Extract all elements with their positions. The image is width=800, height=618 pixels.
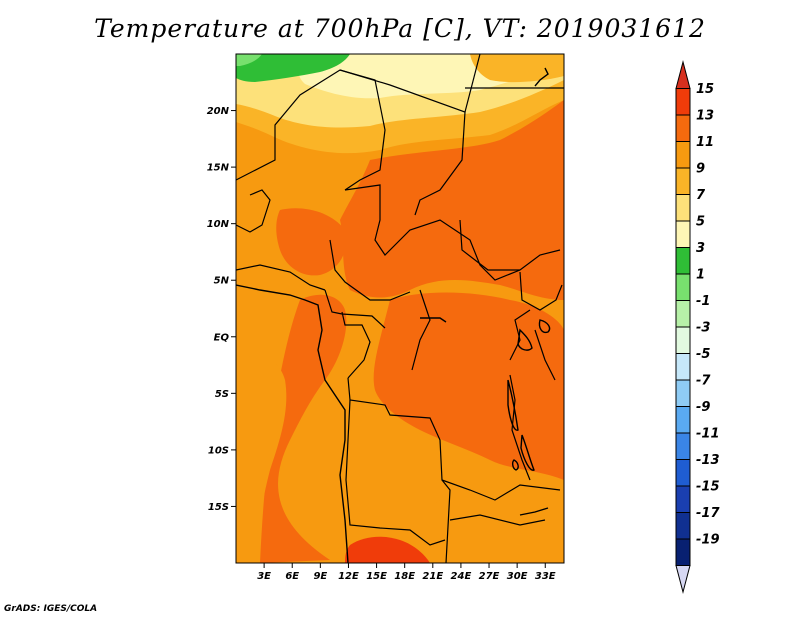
band-11-13-central bbox=[373, 292, 564, 480]
band-11-13-west bbox=[260, 294, 347, 563]
lat-tick-label: 15S bbox=[208, 502, 229, 513]
colorbar-swatch bbox=[675, 247, 691, 275]
colorbar-bottom-arrow bbox=[675, 565, 691, 594]
lon-tick-label: 27E bbox=[479, 571, 500, 582]
colorbar-label: 7 bbox=[696, 188, 706, 203]
latitude-axis: 20N 15N 10N 5N EQ 5S 10S 15S bbox=[207, 106, 236, 513]
colorbar-label: 13 bbox=[696, 109, 714, 124]
longitude-axis: 3E 6E 9E 12E 15E 18E 21E 24E 27E 30E 33E bbox=[257, 563, 556, 582]
lat-tick-label: 10S bbox=[208, 445, 229, 456]
band-11-13-west2 bbox=[276, 208, 347, 276]
lon-tick-label: 30E bbox=[507, 571, 528, 582]
map-frame bbox=[235, 53, 565, 564]
colorbar-label: 15 bbox=[696, 82, 714, 97]
colorbar-swatch bbox=[675, 273, 691, 301]
lon-tick-label: 15E bbox=[366, 571, 387, 582]
band-13-15 bbox=[345, 536, 430, 563]
colorbar-label: -17 bbox=[696, 506, 720, 521]
lon-tick-label: 24E bbox=[451, 571, 472, 582]
colorbar-swatch bbox=[675, 194, 691, 222]
colorbar-label: 5 bbox=[696, 215, 705, 230]
colorbar-label: -19 bbox=[696, 533, 720, 548]
colorbar-label: 11 bbox=[696, 135, 714, 150]
colorbar-label: -3 bbox=[696, 321, 710, 336]
temperature-field bbox=[236, 54, 564, 563]
band-11-13-north bbox=[340, 100, 564, 300]
colorbar-label: 9 bbox=[696, 162, 705, 177]
grads-credit: GrADS: IGES/COLA bbox=[4, 604, 98, 614]
lat-tick-label: EQ bbox=[214, 332, 230, 343]
colorbar-label: -7 bbox=[696, 374, 711, 389]
colorbar-swatch bbox=[675, 538, 691, 566]
lon-tick-label: 3E bbox=[257, 571, 271, 582]
colorbar-swatch bbox=[675, 379, 691, 407]
colorbar-label: -5 bbox=[696, 347, 710, 362]
lon-tick-label: 33E bbox=[535, 571, 556, 582]
lat-tick-label: 10N bbox=[207, 219, 230, 230]
lat-tick-label: 15N bbox=[207, 163, 230, 174]
colorbar-swatch bbox=[675, 432, 691, 460]
band-1-3-north bbox=[236, 54, 350, 82]
lat-tick-label: 5S bbox=[215, 389, 229, 400]
lon-tick-label: 6E bbox=[285, 571, 299, 582]
colorbar-swatch bbox=[675, 512, 691, 540]
colorbar-top-arrow bbox=[675, 60, 691, 89]
colorbar: 15 13 11 9 7 5 3 1 -1 -3 -5 -7 -9 -11 -13 -15 -17 -19 bbox=[675, 60, 720, 594]
colorbar-swatch bbox=[675, 353, 691, 381]
colorbar-label: -13 bbox=[696, 453, 720, 468]
map-title: Temperature at 700hPa [C], VT: 201903161… bbox=[94, 14, 706, 43]
lon-tick-label: 9E bbox=[313, 571, 327, 582]
colorbar-swatch bbox=[675, 300, 691, 328]
colorbar-swatch bbox=[675, 485, 691, 513]
colorbar-label: 3 bbox=[696, 241, 705, 256]
band-7-9-east bbox=[470, 54, 564, 83]
lon-tick-label: 12E bbox=[338, 571, 359, 582]
colorbar-label: 1 bbox=[696, 268, 705, 283]
colorbar-swatch bbox=[675, 326, 691, 354]
colorbar-swatch bbox=[675, 220, 691, 248]
lon-tick-label: 18E bbox=[394, 571, 415, 582]
band-9-11-south bbox=[330, 400, 449, 512]
lon-tick-label: 21E bbox=[422, 571, 443, 582]
lat-tick-label: 20N bbox=[207, 106, 230, 117]
colorbar-swatch bbox=[675, 88, 691, 116]
colorbar-swatch bbox=[675, 114, 691, 142]
colorbar-label: -11 bbox=[696, 427, 720, 442]
colorbar-label: -15 bbox=[696, 480, 720, 495]
band-minus1-1-north bbox=[236, 54, 262, 66]
colorbar-swatch bbox=[675, 459, 691, 487]
colorbar-label: -1 bbox=[696, 294, 710, 309]
colorbar-label: -9 bbox=[696, 400, 710, 415]
coastlines bbox=[236, 67, 551, 563]
lat-tick-label: 5N bbox=[214, 276, 230, 287]
band-9-11-south-west bbox=[236, 356, 287, 563]
colorbar-swatch bbox=[675, 141, 691, 169]
colorbar-swatch bbox=[675, 406, 691, 434]
country-borders bbox=[236, 54, 564, 563]
colorbar-swatch bbox=[675, 167, 691, 195]
